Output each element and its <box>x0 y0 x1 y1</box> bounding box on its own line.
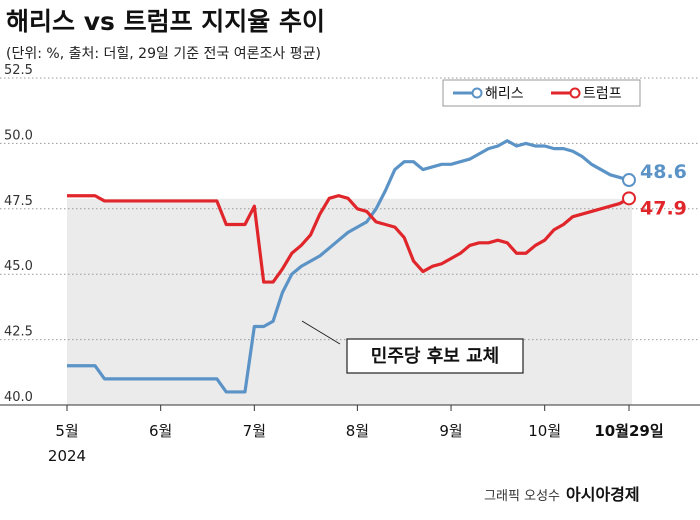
x-tick-label: 10월29일 <box>594 422 663 440</box>
legend-marker <box>569 87 581 99</box>
end-label: 47.9 <box>640 197 687 219</box>
y-tick-label: 40.0 <box>4 390 33 405</box>
series-line <box>67 139 630 394</box>
x-tick-label: 10월 <box>528 422 561 440</box>
brand: 아시아경제 <box>566 485 640 504</box>
y-tick-label: 50.0 <box>4 128 33 143</box>
year-label: 2024 <box>48 447 86 465</box>
y-tick-label: 45.0 <box>4 259 33 274</box>
annotation-arrow <box>301 320 341 345</box>
y-tick-label: 47.5 <box>4 194 33 209</box>
chart-subtitle: (단위: %, 출처: 더힐, 29일 기준 전국 여론조사 평균) <box>6 46 321 62</box>
series-line <box>67 194 630 284</box>
y-tick-label: 52.5 <box>4 63 33 78</box>
chart-title: 해리스 vs 트럼프 지지율 추이 <box>6 7 325 36</box>
end-label: 48.6 <box>640 161 687 183</box>
x-tick-label: 6월 <box>149 422 172 440</box>
legend-label: 트럼프 <box>583 86 622 102</box>
annotation: 민주당 후보 교체 <box>371 346 499 367</box>
end-marker <box>622 173 636 188</box>
credit: 그래픽 오성수 <box>484 489 560 504</box>
x-tick-label: 7월 <box>243 422 266 440</box>
y-tick-label: 42.5 <box>4 325 33 340</box>
legend-marker <box>471 87 483 99</box>
x-tick-label: 5월 <box>55 422 78 440</box>
annotation-box <box>346 338 524 374</box>
end-marker <box>622 191 636 206</box>
x-tick-label: 8월 <box>346 422 369 440</box>
legend-label: 해리스 <box>485 86 524 102</box>
plot-area: 40.0 42.5 45.0 47.5 50.0 52.5 5월 2024 6월 7월 8월 9월 10… <box>0 63 700 465</box>
x-tick-label: 9월 <box>439 422 462 440</box>
